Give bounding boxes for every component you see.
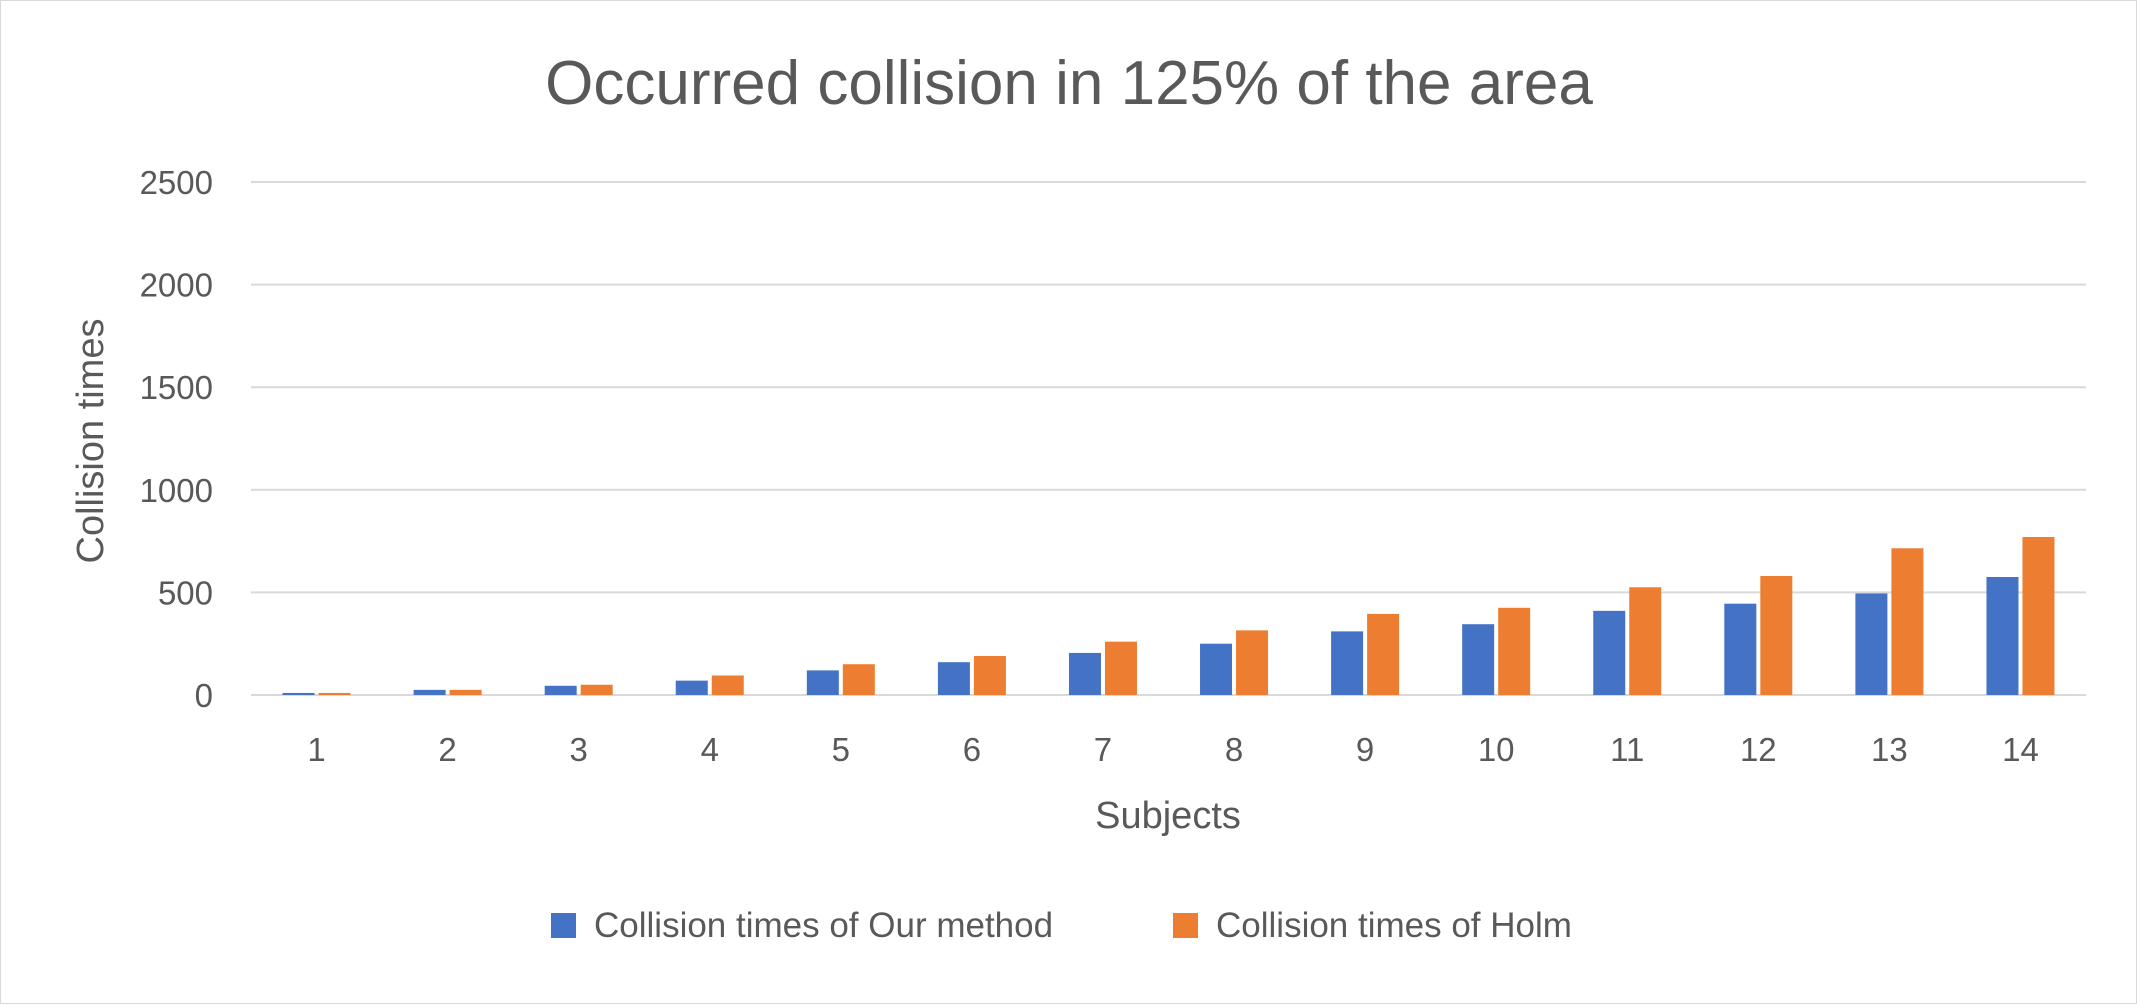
y-tick-label: 2000	[140, 267, 213, 304]
y-axis-ticks: 0 500 1000 1500 2000 2500	[140, 164, 213, 714]
x-tick-label: 9	[1356, 731, 1374, 768]
legend-label-series-1: Collision times of Our method	[594, 906, 1053, 945]
x-tick-label: 10	[1478, 731, 1515, 768]
x-tick-label: 13	[1871, 731, 1908, 768]
x-tick-label: 14	[2002, 731, 2039, 768]
x-tick-label: 7	[1094, 731, 1112, 768]
y-tick-label: 500	[158, 574, 213, 611]
bar-series-2-subject-7	[1104, 641, 1137, 695]
bar-series-2-subject-4	[711, 675, 744, 695]
x-tick-label: 8	[1225, 731, 1243, 768]
bar-series-2-subject-5	[842, 664, 875, 695]
bar-series-1-subject-2	[413, 689, 446, 695]
x-tick-label: 4	[701, 731, 719, 768]
x-tick-label: 6	[963, 731, 981, 768]
bar-series-2-subject-14	[2022, 536, 2055, 695]
bar-series-1-subject-12	[1724, 603, 1757, 695]
y-axis-title: Collision times	[70, 319, 112, 564]
bar-series-2-subject-8	[1236, 630, 1269, 695]
legend-swatch-series-2	[1173, 913, 1198, 938]
bar-series-1-subject-13	[1855, 593, 1888, 695]
bar-series-1-subject-11	[1593, 610, 1626, 695]
legend-swatch-series-1	[551, 913, 576, 938]
bars	[282, 536, 2055, 695]
x-axis-title: Subjects	[1095, 795, 1241, 837]
bar-series-1-subject-14	[1986, 577, 2019, 695]
bar-series-2-subject-1	[318, 692, 351, 695]
bar-series-1-subject-1	[282, 692, 315, 695]
chart-title: Occurred collision in 125% of the area	[545, 49, 1593, 118]
bar-series-2-subject-2	[449, 689, 482, 695]
bar-series-1-subject-7	[1068, 652, 1101, 695]
bar-series-1-subject-9	[1331, 631, 1364, 695]
x-axis-ticks: 1 2 3 4 5 6 7 8 9 10 11 12 13 14	[307, 731, 2038, 768]
bar-series-2-subject-3	[580, 684, 613, 695]
bar-series-2-subject-10	[1498, 607, 1531, 695]
y-tick-label: 1000	[140, 472, 213, 509]
bar-series-2-subject-9	[1367, 613, 1400, 695]
x-tick-label: 2	[438, 731, 456, 768]
y-tick-label: 0	[195, 677, 213, 714]
x-tick-label: 3	[569, 731, 587, 768]
legend: Collision times of Our method Collision t…	[551, 906, 1572, 945]
bar-series-1-subject-8	[1200, 643, 1233, 695]
y-tick-label: 2500	[140, 164, 213, 201]
bar-series-2-subject-12	[1760, 575, 1793, 695]
bar-series-1-subject-3	[544, 685, 577, 695]
bar-series-1-subject-5	[806, 670, 839, 695]
bar-series-2-subject-11	[1629, 587, 1662, 695]
x-tick-label: 12	[1740, 731, 1777, 768]
bar-series-1-subject-4	[675, 680, 708, 695]
bar-series-1-subject-6	[937, 662, 970, 695]
legend-label-series-2: Collision times of Holm	[1216, 906, 1572, 945]
bar-series-1-subject-10	[1462, 624, 1495, 695]
y-tick-label: 1500	[140, 369, 213, 406]
bar-series-2-subject-6	[973, 656, 1006, 695]
x-tick-label: 11	[1610, 731, 1644, 768]
bar-series-2-subject-13	[1891, 548, 1924, 695]
gridlines	[251, 181, 2086, 696]
x-tick-label: 5	[832, 731, 850, 768]
x-tick-label: 1	[307, 731, 325, 768]
